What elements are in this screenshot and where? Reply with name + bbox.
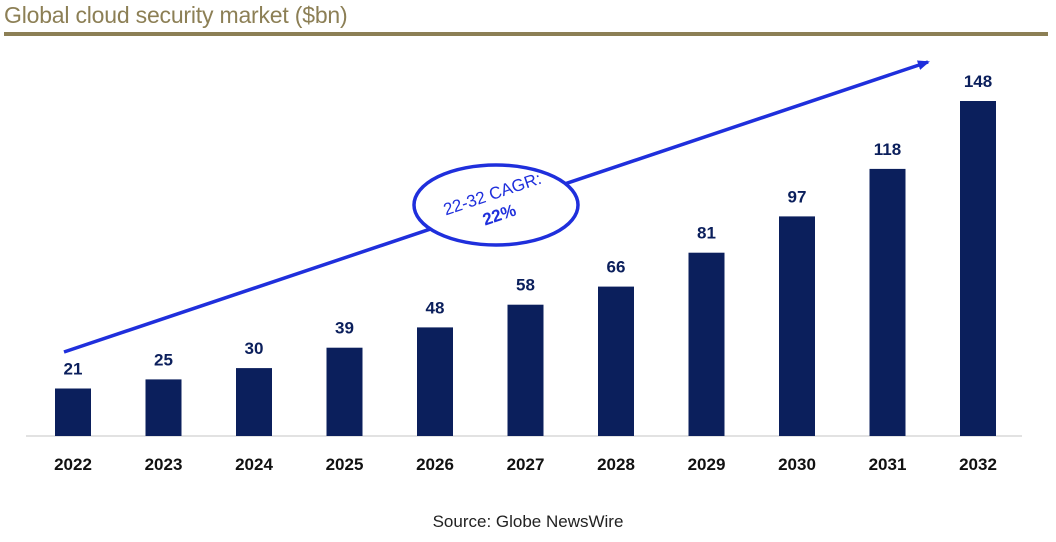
bar-series: 21 2022 25 2023 30 2024 39 2025 48 2026 58 2027 66 20… xyxy=(54,72,997,474)
x-tick-label-2031: 2031 xyxy=(869,455,907,474)
value-label-2023: 25 xyxy=(154,350,173,369)
x-tick-label-2023: 2023 xyxy=(145,455,183,474)
bar-2026 xyxy=(417,327,453,436)
bar-2023 xyxy=(145,379,182,436)
bar-chart: 21 2022 25 2023 30 2024 39 2025 48 2026 58 2027 66 20… xyxy=(26,60,1022,474)
value-label-2025: 39 xyxy=(335,319,354,338)
value-label-2031: 118 xyxy=(874,140,901,159)
value-label-2029: 81 xyxy=(697,224,716,243)
value-label-2027: 58 xyxy=(516,276,535,295)
x-tick-label-2030: 2030 xyxy=(778,455,816,474)
value-label-2030: 97 xyxy=(788,187,807,206)
bar-2025 xyxy=(326,347,363,436)
x-tick-label-2032: 2032 xyxy=(959,455,997,474)
chart-title: Global cloud security market ($bn) xyxy=(4,2,348,28)
bar-2029 xyxy=(688,252,725,436)
bar-2031 xyxy=(869,168,906,436)
x-tick-label-2029: 2029 xyxy=(688,455,726,474)
bar-2032 xyxy=(960,101,996,436)
value-label-2024: 30 xyxy=(245,339,264,358)
bar-2022 xyxy=(55,388,91,436)
value-label-2028: 66 xyxy=(607,258,626,277)
source-note: Source: Globe NewsWire xyxy=(432,512,624,531)
x-tick-label-2028: 2028 xyxy=(597,455,635,474)
value-label-2032: 148 xyxy=(964,72,992,91)
bar-2030 xyxy=(779,216,815,436)
value-label-2026: 48 xyxy=(426,298,445,317)
x-tick-label-2026: 2026 xyxy=(416,455,454,474)
title-divider xyxy=(4,32,1048,36)
x-tick-label-2025: 2025 xyxy=(326,455,364,474)
x-tick-label-2022: 2022 xyxy=(54,455,92,474)
bar-2027 xyxy=(507,304,544,436)
cagr-annotation: 22-32 CAGR: 22% xyxy=(63,60,930,354)
x-tick-label-2024: 2024 xyxy=(235,455,273,474)
x-tick-label-2027: 2027 xyxy=(507,455,545,474)
cagr-ellipse xyxy=(412,163,580,247)
value-label-2022: 21 xyxy=(64,360,83,379)
bar-2024 xyxy=(236,368,272,436)
bar-2028 xyxy=(598,286,634,436)
